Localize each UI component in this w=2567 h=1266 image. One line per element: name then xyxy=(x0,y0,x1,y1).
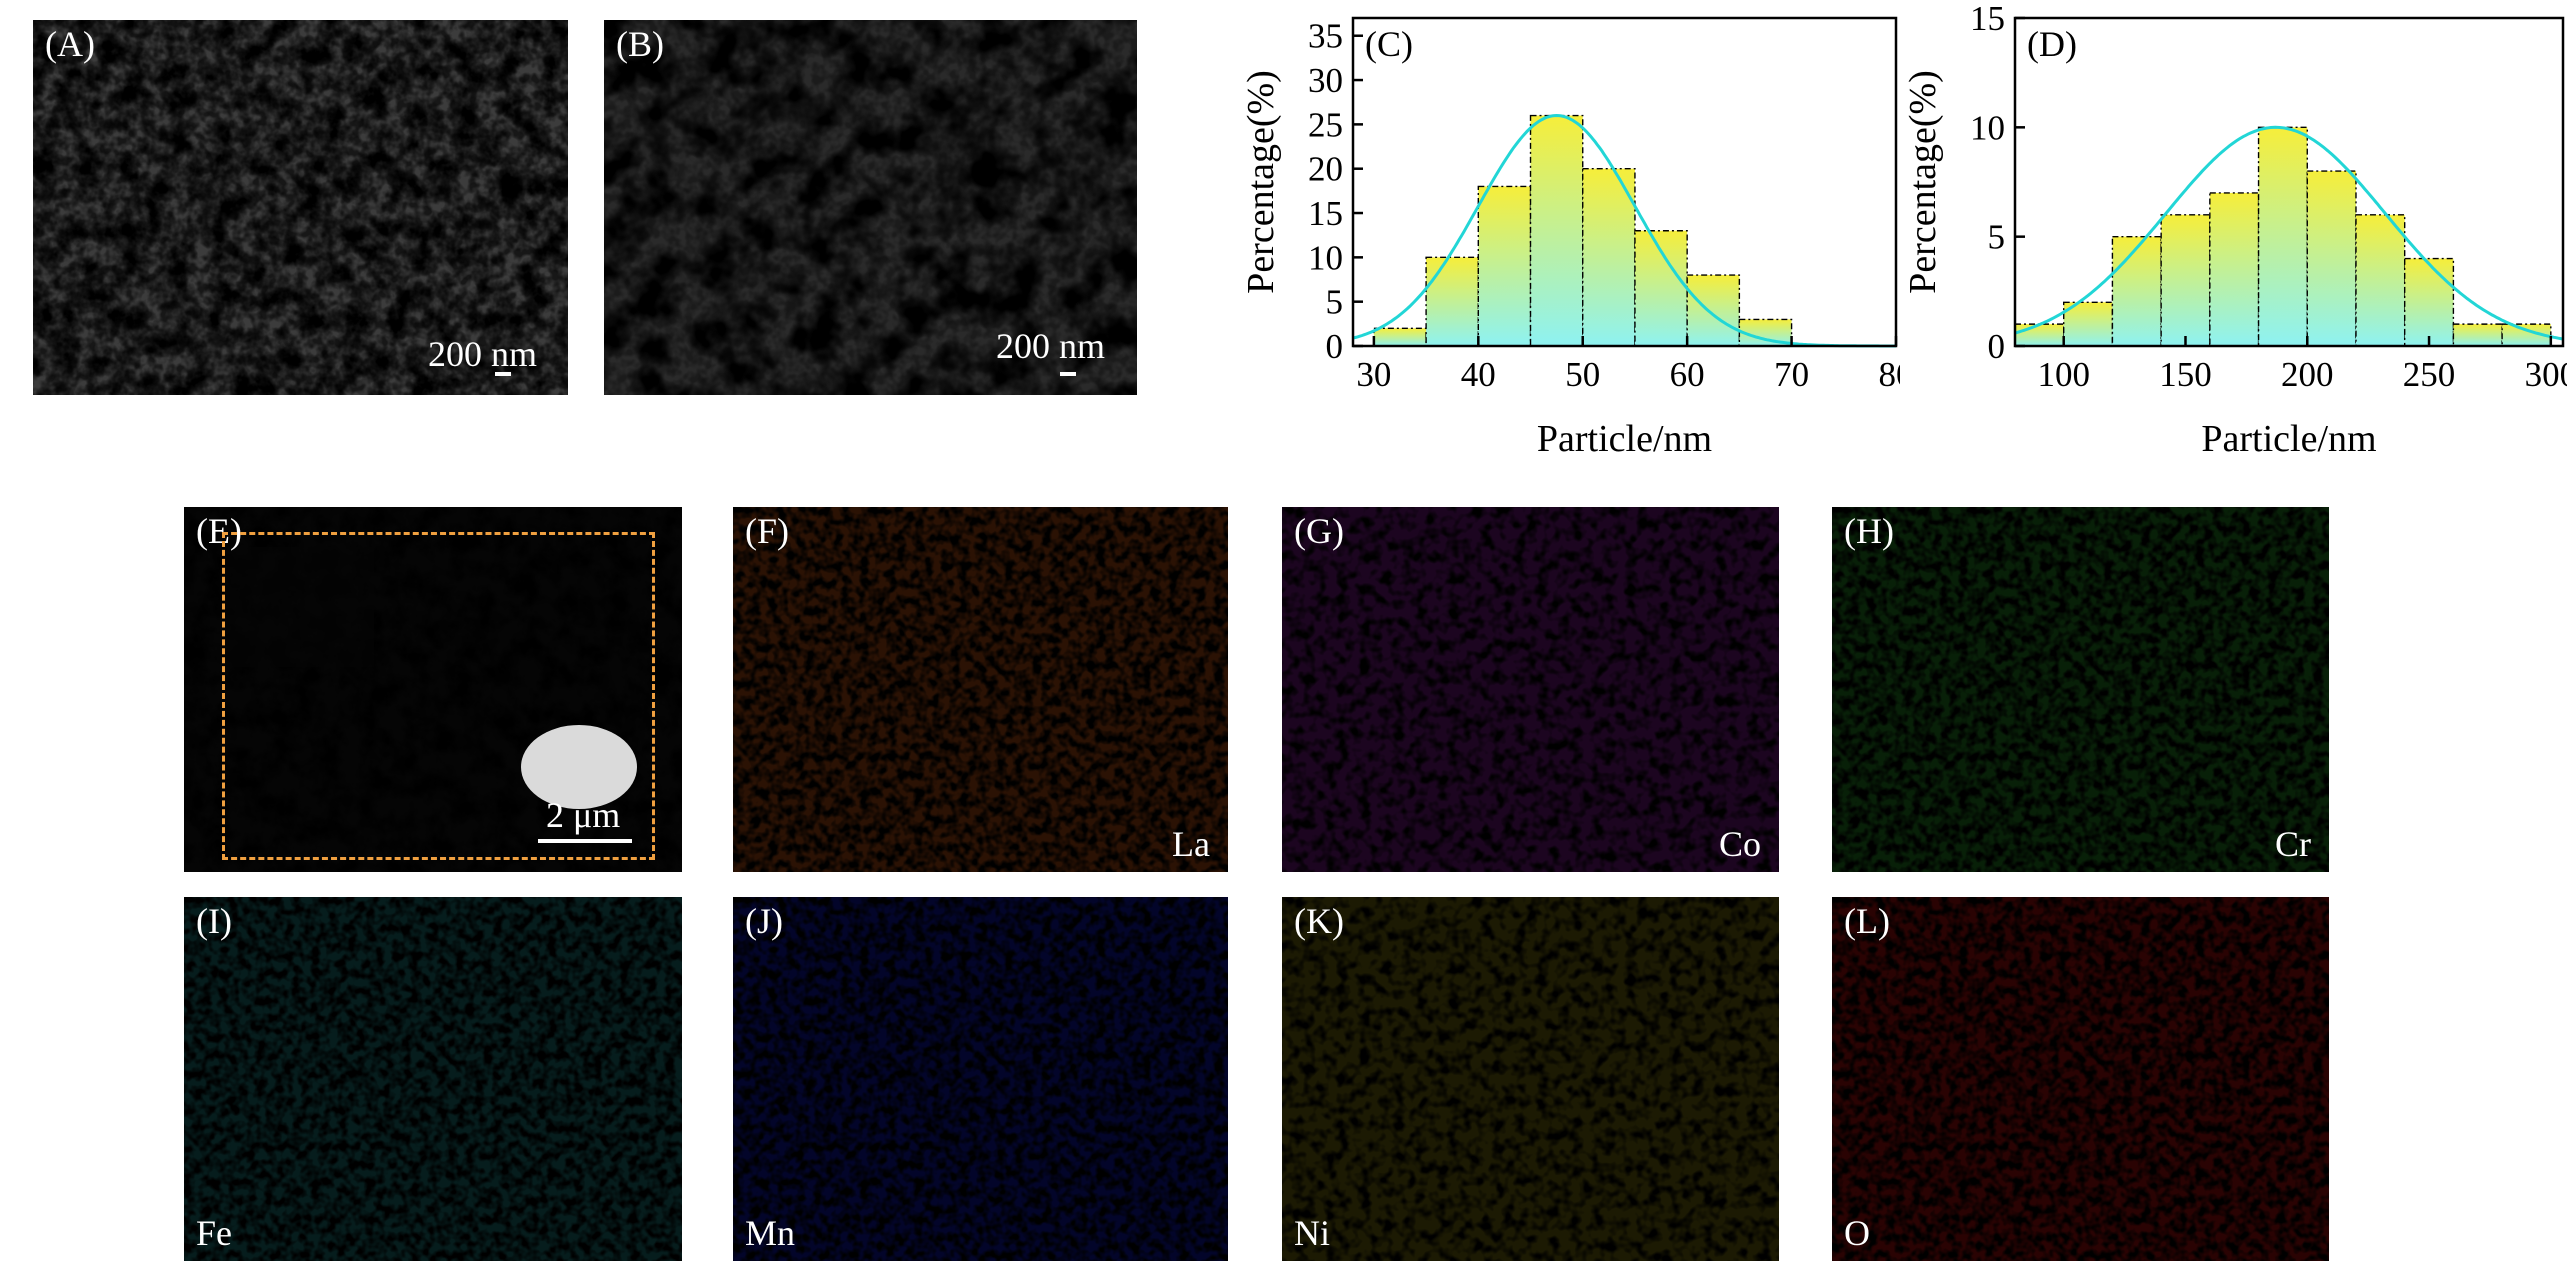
eds-texture xyxy=(1832,507,2329,872)
y-tick-label: 30 xyxy=(1308,61,1343,100)
x-tick-label: 100 xyxy=(2037,355,2090,394)
element-label-mn: Mn xyxy=(745,1213,796,1253)
y-tick-label: 15 xyxy=(1308,194,1343,233)
element-label-o: O xyxy=(1844,1213,1870,1253)
x-tick-label: 80 xyxy=(1879,355,1901,394)
panel-label: (C) xyxy=(1365,24,1413,64)
sem-texture xyxy=(184,507,682,872)
plot-frame xyxy=(1351,16,1898,348)
scale-bar-label-b: 200 nm xyxy=(996,326,1106,366)
panel-label-f: (F) xyxy=(745,511,789,551)
eds-map-fe: (I) Fe xyxy=(184,897,682,1261)
panel-label-a: (A) xyxy=(45,24,95,64)
sem-texture xyxy=(33,20,568,395)
x-axis-label: Particle/nm xyxy=(2201,418,2376,460)
y-tick-label: 5 xyxy=(1326,283,1344,322)
y-axis-label: Percentage(%) xyxy=(1902,70,1944,294)
y-tick-label: 0 xyxy=(1988,327,2006,366)
histogram-bar xyxy=(2355,214,2406,347)
y-tick-label: 20 xyxy=(1308,150,1343,189)
scale-bar-label-a: 200 nm xyxy=(428,334,538,374)
y-axis-label: Percentage(%) xyxy=(1240,70,1282,294)
eds-texture xyxy=(1282,507,1779,872)
x-tick-label: 200 xyxy=(2281,355,2334,394)
scale-bar-a xyxy=(495,372,511,376)
eds-texture xyxy=(184,897,682,1261)
eds-texture xyxy=(733,897,1228,1261)
eds-texture xyxy=(733,507,1228,872)
scale-bar-label-e: 2 μm xyxy=(546,795,621,835)
element-label-ni: Ni xyxy=(1294,1213,1330,1253)
sem-image-b: (B) 200 nm xyxy=(604,20,1137,395)
eds-texture xyxy=(1282,897,1779,1261)
panel-label-i: (I) xyxy=(196,901,232,941)
y-tick-label: 35 xyxy=(1308,17,1343,56)
eds-map-mn: (J) Mn xyxy=(733,897,1228,1261)
eds-map-o: (L) O xyxy=(1832,897,2329,1261)
panel-label-j: (J) xyxy=(745,901,783,941)
histogram-bar xyxy=(2209,192,2260,347)
histogram-bar xyxy=(2160,214,2211,347)
sem-image-a: (A) 200 nm xyxy=(33,20,568,395)
y-tick-label: 5 xyxy=(1988,218,2006,257)
panel-label-e: (E) xyxy=(196,511,242,551)
histogram-bar xyxy=(1529,114,1584,347)
panel-label-k: (K) xyxy=(1294,901,1344,941)
scale-bar-e xyxy=(538,839,632,843)
histogram-bar xyxy=(2257,126,2308,347)
panel-label: (D) xyxy=(2027,24,2077,64)
histogram-bar xyxy=(2306,170,2357,347)
histogram-bar xyxy=(1634,230,1688,347)
y-tick-label: 10 xyxy=(1308,238,1343,277)
x-tick-label: 250 xyxy=(2403,355,2456,394)
x-axis-label: Particle/nm xyxy=(1537,418,1712,460)
histogram-bar xyxy=(2452,323,2503,347)
y-tick-label: 10 xyxy=(1970,108,2005,147)
y-tick-label: 25 xyxy=(1308,105,1343,144)
histogram-d: 0 5 10 15 100 150 200 250 300 Particle/nm Percenta… xyxy=(1895,0,2567,480)
x-tick-label: 30 xyxy=(1356,355,1391,394)
histogram-bar xyxy=(1686,274,1741,347)
eds-map-la: (F) La xyxy=(733,507,1228,872)
element-label-la: La xyxy=(1172,824,1210,864)
eds-map-cr: (H) Cr xyxy=(1832,507,2329,872)
eds-map-co: (G) Co xyxy=(1282,507,1779,872)
eds-texture xyxy=(1832,897,2329,1261)
panel-label-h: (H) xyxy=(1844,511,1894,551)
histogram-bar xyxy=(2111,235,2162,347)
element-label-cr: Cr xyxy=(2275,824,2311,864)
histogram-bar xyxy=(1373,327,1427,347)
gaussian-fit-line xyxy=(1352,113,1896,348)
roi-box xyxy=(222,532,655,860)
eds-sem-image-e: (E) 2 μm xyxy=(184,507,682,872)
histogram-bar xyxy=(2014,323,2065,347)
y-tick-label: 0 xyxy=(1326,327,1344,366)
histogram-bar xyxy=(1477,185,1532,347)
gaussian-fit-line xyxy=(2014,125,2564,341)
scale-bar-b xyxy=(1060,372,1076,376)
plot-frame xyxy=(2013,16,2565,348)
x-tick-label: 60 xyxy=(1670,355,1705,394)
panel-label-l: (L) xyxy=(1844,901,1890,941)
sem-texture xyxy=(604,20,1137,395)
eds-map-ni: (K) Ni xyxy=(1282,897,1779,1261)
x-tick-label: 70 xyxy=(1774,355,1809,394)
element-label-fe: Fe xyxy=(196,1213,232,1253)
histogram-bar xyxy=(1425,256,1480,347)
element-label-co: Co xyxy=(1718,824,1761,864)
panel-label-b: (B) xyxy=(616,24,664,64)
panel-label-g: (G) xyxy=(1294,511,1344,551)
histogram-c: 0 5 10 15 20 25 30 35 30 40 50 60 70 80 Particle/nm Per… xyxy=(1180,0,1900,480)
x-tick-label: 50 xyxy=(1565,355,1600,394)
y-tick-label: 15 xyxy=(1970,0,2005,38)
x-tick-label: 300 xyxy=(2525,355,2567,394)
histogram-bar xyxy=(2403,257,2455,347)
x-tick-label: 150 xyxy=(2159,355,2212,394)
x-tick-label: 40 xyxy=(1461,355,1496,394)
